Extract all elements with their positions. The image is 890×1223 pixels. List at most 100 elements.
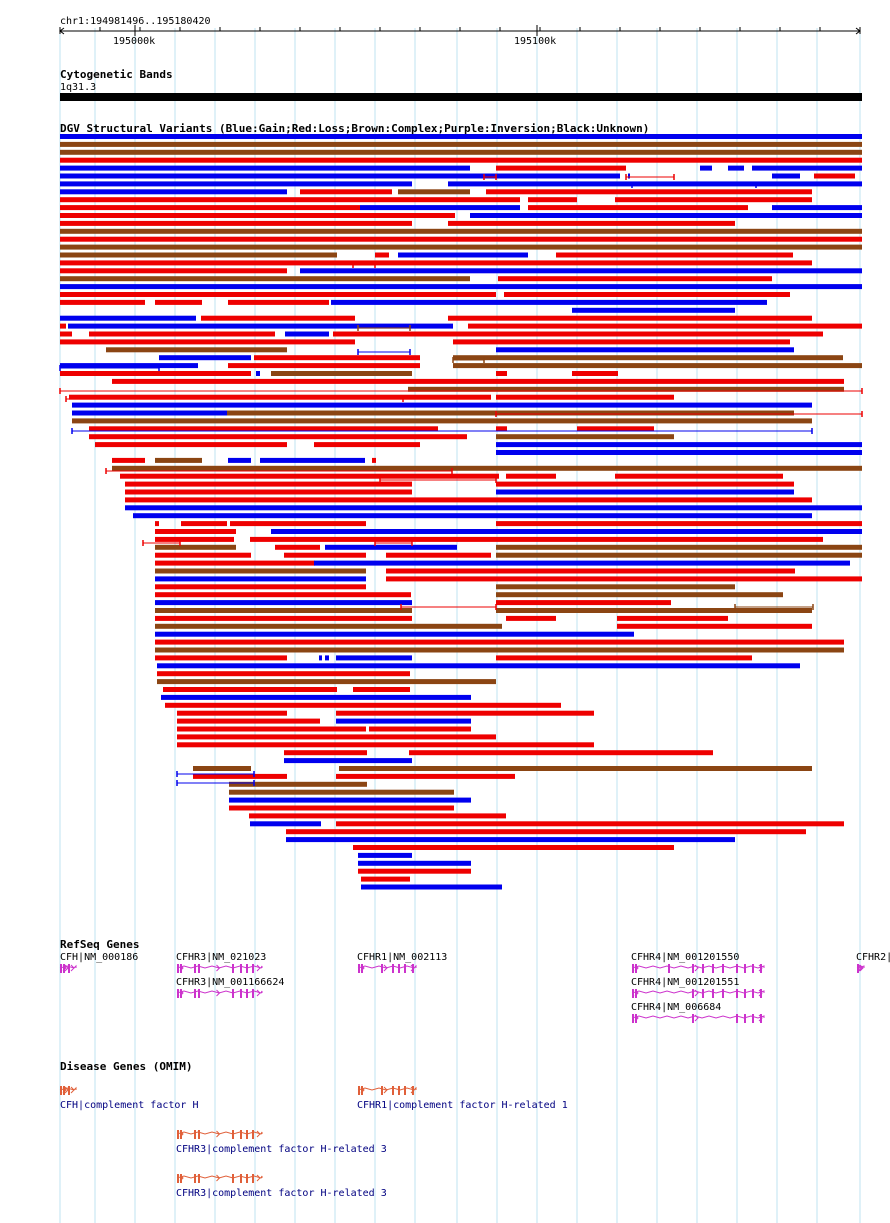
dgv-variant[interactable]: [89, 331, 275, 337]
dgv-variant[interactable]: [95, 442, 287, 448]
gene-model-cfhr2[interactable]: [856, 964, 865, 973]
dgv-variant[interactable]: [155, 521, 159, 527]
dgv-variant[interactable]: [615, 197, 812, 203]
gene-label-cfhr4-a[interactable]: CFHR4|NM_001201550: [631, 952, 739, 963]
dgv-variant[interactable]: [772, 173, 800, 179]
dgv-variant[interactable]: [448, 315, 812, 321]
dgv-variant[interactable]: [386, 552, 491, 558]
dgv-variant[interactable]: [60, 315, 196, 321]
dgv-variant[interactable]: [286, 837, 735, 843]
dgv-variant[interactable]: [358, 852, 412, 858]
dgv-variant[interactable]: [106, 347, 287, 353]
dgv-variant[interactable]: [155, 576, 366, 582]
dgv-variant[interactable]: [361, 884, 502, 890]
dgv-variant[interactable]: [617, 623, 812, 629]
omim-label-cfhr3-b[interactable]: CFHR3|complement factor H-related 3: [176, 1188, 387, 1199]
dgv-variant[interactable]: [331, 299, 767, 305]
dgv-variant[interactable]: [284, 750, 367, 756]
dgv-variant[interactable]: [284, 552, 366, 558]
omim-label-cfhr3-a[interactable]: CFHR3|complement factor H-related 3: [176, 1144, 387, 1155]
omim-model-cfhr1[interactable]: [357, 1086, 417, 1095]
dgv-variant[interactable]: [60, 205, 360, 211]
dgv-variant[interactable]: [496, 544, 862, 550]
dgv-variant[interactable]: [372, 457, 376, 463]
dgv-variant[interactable]: [336, 821, 844, 827]
dgv-variant[interactable]: [369, 726, 471, 732]
dgv-variant[interactable]: [468, 323, 862, 329]
dgv-variant[interactable]: [60, 339, 355, 345]
dgv-variant[interactable]: [60, 284, 862, 290]
dgv-variant[interactable]: [60, 141, 862, 147]
gene-model-cfhr3-b[interactable]: [176, 989, 263, 998]
dgv-variant[interactable]: [360, 205, 520, 211]
dgv-variant[interactable]: [155, 560, 315, 566]
dgv-variant[interactable]: [496, 394, 674, 400]
dgv-variant[interactable]: [227, 410, 794, 416]
dgv-variant[interactable]: [60, 236, 862, 242]
dgv-variant[interactable]: [284, 758, 412, 764]
dgv-variant[interactable]: [271, 529, 862, 534]
dgv-variant[interactable]: [528, 205, 748, 211]
dgv-variant[interactable]: [228, 363, 420, 369]
dgv-variant[interactable]: [60, 189, 287, 195]
dgv-variant[interactable]: [572, 307, 735, 313]
dgv-variant[interactable]: [504, 292, 790, 297]
dgv-variant[interactable]: [228, 299, 329, 305]
dgv-variant[interactable]: [496, 371, 507, 376]
gene-model-cfhr3-a[interactable]: [176, 964, 263, 973]
dgv-variant[interactable]: [68, 323, 453, 329]
dgv-variant[interactable]: [60, 268, 287, 274]
dgv-variant[interactable]: [155, 639, 844, 645]
dgv-variant[interactable]: [155, 544, 236, 550]
gene-model-cfhr1[interactable]: [357, 964, 417, 973]
dgv-variant[interactable]: [177, 718, 320, 724]
dgv-variant[interactable]: [496, 450, 862, 455]
dgv-variant[interactable]: [336, 710, 594, 716]
dgv-variant[interactable]: [814, 173, 855, 179]
dgv-variant[interactable]: [157, 679, 496, 685]
dgv-variant[interactable]: [112, 465, 862, 471]
dgv-variant[interactable]: [155, 584, 366, 590]
dgv-variant[interactable]: [314, 442, 420, 448]
dgv-variant[interactable]: [254, 355, 420, 361]
dgv-variant[interactable]: [386, 576, 862, 582]
dgv-variant[interactable]: [60, 323, 66, 329]
dgv-variant[interactable]: [60, 292, 496, 297]
dgv-variant[interactable]: [408, 386, 844, 392]
dgv-variant[interactable]: [60, 197, 520, 203]
dgv-variant[interactable]: [496, 608, 812, 613]
dgv-variant[interactable]: [177, 710, 287, 716]
gene-label-cfhr4-c[interactable]: CFHR4|NM_006684: [631, 1002, 721, 1013]
dgv-variant[interactable]: [112, 378, 844, 384]
dgv-variant[interactable]: [165, 702, 561, 708]
dgv-variant[interactable]: [496, 521, 862, 527]
dgv-variant[interactable]: [60, 134, 862, 139]
dgv-variant[interactable]: [69, 394, 491, 400]
dgv-variant[interactable]: [60, 228, 862, 234]
dgv-variant[interactable]: [496, 481, 794, 487]
dgv-variant[interactable]: [89, 434, 467, 440]
dgv-variant[interactable]: [386, 568, 795, 574]
dgv-variant[interactable]: [60, 149, 862, 155]
dgv-variant[interactable]: [617, 615, 728, 621]
dgv-variant[interactable]: [60, 260, 812, 266]
dgv-variant[interactable]: [319, 655, 322, 661]
dgv-variant[interactable]: [353, 845, 674, 850]
dgv-variant[interactable]: [163, 687, 337, 692]
dgv-variant[interactable]: [336, 773, 515, 779]
dgv-variant[interactable]: [496, 426, 507, 432]
dgv-variant[interactable]: [506, 473, 556, 479]
dgv-variant[interactable]: [133, 513, 812, 519]
dgv-variant[interactable]: [496, 592, 783, 598]
dgv-variant[interactable]: [728, 165, 744, 171]
dgv-variant[interactable]: [155, 552, 251, 558]
dgv-variant[interactable]: [177, 734, 496, 740]
dgv-variant[interactable]: [336, 655, 412, 661]
dgv-variant[interactable]: [628, 173, 630, 179]
dgv-variant[interactable]: [361, 876, 410, 882]
dgv-variant[interactable]: [201, 315, 355, 321]
dgv-variant[interactable]: [275, 544, 320, 550]
gene-label-cfhr3-b[interactable]: CFHR3|NM_001166624: [176, 977, 284, 988]
dgv-variant[interactable]: [506, 615, 556, 621]
dgv-variant[interactable]: [155, 655, 287, 661]
